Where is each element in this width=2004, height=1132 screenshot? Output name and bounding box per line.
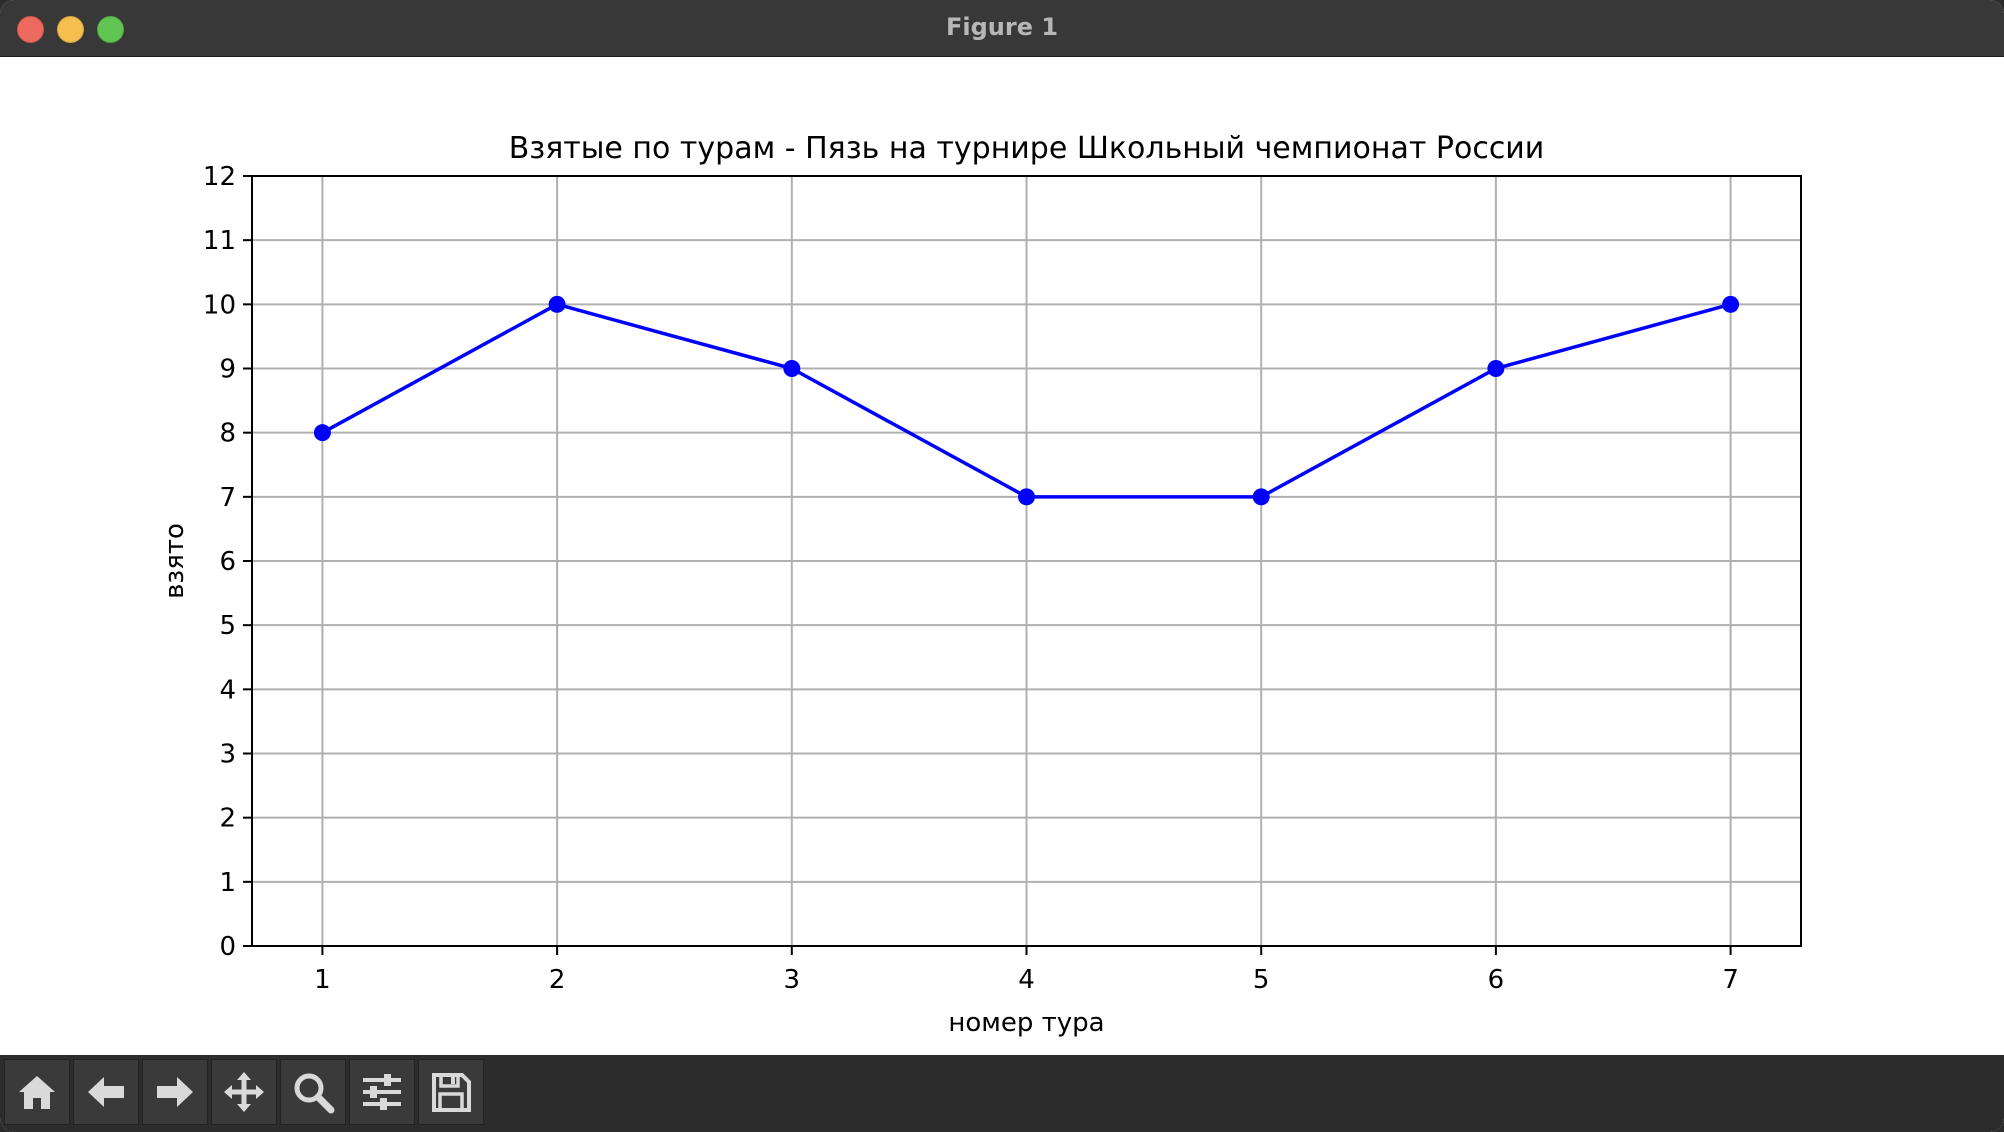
x-tick-label: 4 <box>1018 965 1035 995</box>
y-tick-label: 11 <box>203 226 236 256</box>
y-tick-label: 4 <box>219 675 236 705</box>
series-group <box>313 295 1740 506</box>
window-title: Figure 1 <box>945 13 1059 41</box>
save-button[interactable] <box>418 1059 484 1125</box>
data-point <box>548 295 566 313</box>
y-tick-label: 7 <box>219 483 236 513</box>
y-tick-label: 0 <box>219 932 236 962</box>
y-tick-label: 12 <box>203 162 236 192</box>
configure-subplots-button[interactable] <box>349 1059 415 1125</box>
y-tick-label: 8 <box>219 419 236 449</box>
zoom-icon <box>294 1073 335 1114</box>
back-button[interactable] <box>73 1059 139 1125</box>
home-button[interactable] <box>4 1059 70 1125</box>
grid <box>252 175 1801 947</box>
y-tick-label: 9 <box>219 355 236 385</box>
back-arrow-icon <box>88 1077 124 1107</box>
configure-subplots-icon <box>363 1074 401 1110</box>
save-icon <box>432 1073 471 1112</box>
y-axis-label: взято <box>160 523 190 599</box>
data-point <box>1252 488 1270 506</box>
close-window-button[interactable] <box>17 16 44 43</box>
x-tick-label: 7 <box>1722 965 1739 995</box>
figure-canvas: 0 1 2 3 4 5 6 7 8 9 10 11 12 1 2 3 4 5 6 7 Взятые по турам … <box>0 57 2004 1055</box>
maximize-window-button[interactable] <box>97 16 124 43</box>
data-point <box>1722 295 1740 313</box>
data-point <box>313 424 331 442</box>
y-tick-label: 3 <box>219 740 236 770</box>
x-tick-label: 1 <box>314 965 331 995</box>
zoom-button[interactable] <box>280 1059 346 1125</box>
forward-arrow-icon <box>157 1077 193 1107</box>
x-tick-label: 3 <box>784 965 801 995</box>
data-point <box>1018 488 1035 506</box>
pan-icon <box>224 1072 264 1112</box>
x-tick-label: 6 <box>1488 965 1505 995</box>
x-axis-label: номер тура <box>948 1008 1104 1038</box>
x-tick-label: 5 <box>1253 965 1270 995</box>
title-bar: Figure 1 <box>0 0 2004 57</box>
navigation-toolbar <box>0 1055 2004 1132</box>
y-tick-label: 2 <box>219 804 236 834</box>
pan-button[interactable] <box>211 1059 277 1125</box>
y-tick-label: 5 <box>219 611 236 641</box>
x-tick-label: 2 <box>549 965 566 995</box>
y-tick-label: 1 <box>219 868 236 898</box>
home-icon <box>19 1076 55 1109</box>
y-tick-label: 6 <box>219 547 236 577</box>
minimize-window-button[interactable] <box>57 16 84 43</box>
data-point <box>783 360 801 377</box>
data-point <box>1487 360 1505 377</box>
chart-title: Взятые по турам - Пязь на турнире Школьн… <box>509 131 1545 166</box>
forward-button[interactable] <box>142 1059 208 1125</box>
y-tick-label: 10 <box>203 290 236 320</box>
